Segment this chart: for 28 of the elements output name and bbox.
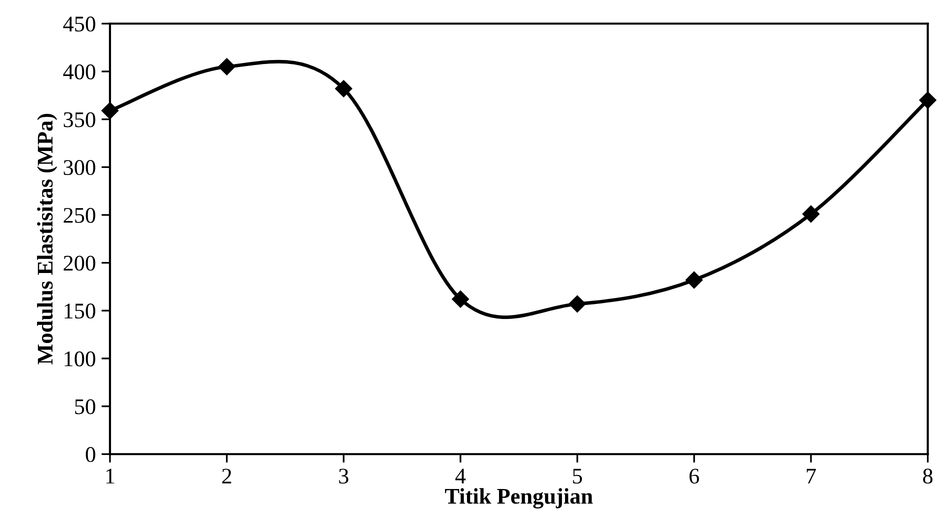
y-tick-label: 150 [64, 304, 96, 319]
x-tick-label: 1 [106, 468, 114, 484]
point [218, 58, 236, 76]
y-tick-label: 100 [64, 351, 96, 366]
point [101, 102, 119, 120]
x-axis-title: Titik Pengujian [445, 488, 593, 508]
y-tick-label: 50 [75, 399, 96, 414]
point [335, 80, 352, 98]
y-tick-label: 0 [86, 447, 96, 462]
point [568, 295, 586, 312]
y-axis-title: Modulus Elastisitas (MPa) [37, 114, 58, 364]
y-tick-label: 250 [64, 208, 96, 223]
x-tick-label: 5 [573, 468, 582, 484]
x-tick-label: 6 [690, 468, 700, 484]
y-tick-label: 300 [64, 160, 96, 176]
point [686, 271, 703, 289]
point [919, 92, 936, 109]
x-tick-label: 7 [806, 468, 816, 484]
x-tick-label: 2 [222, 468, 232, 484]
y-tick-label: 450 [63, 16, 96, 32]
point [802, 205, 820, 223]
y-tick-label: 400 [63, 64, 96, 80]
x-tick-label: 8 [923, 468, 932, 484]
point [452, 290, 470, 308]
y-tick-label: 350 [64, 112, 96, 128]
x-tick-label: 4 [455, 468, 466, 484]
x-tick-label: 3 [339, 468, 348, 484]
y-tick-label: 200 [64, 256, 96, 271]
